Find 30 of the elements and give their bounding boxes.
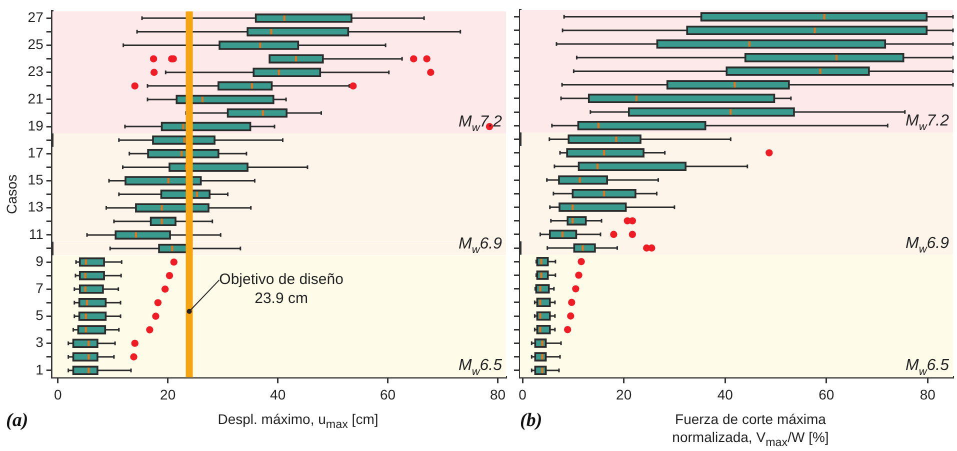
x-tick-label: 80 (490, 386, 506, 402)
y-tick-label: 23 (28, 63, 44, 80)
y-tick-label: 25 (28, 36, 44, 52)
x-tick-label: 40 (717, 386, 734, 402)
y-tick-label: 27 (28, 9, 44, 26)
x-axis-title: Fuerza de corte máxima normalizada, V$_{max}$/W [%] (671, 410, 830, 451)
x-tick-label: 60 (380, 386, 396, 402)
y-tick-label: 19 (28, 117, 44, 134)
x-tick-label: 60 (818, 386, 834, 402)
y-tick-label: 17 (28, 144, 44, 161)
x-axis-title: Despl. máximo, u$_{max}$ [cm] (216, 410, 380, 433)
x-tick-label: 40 (270, 386, 286, 402)
x-tick-label: 20 (616, 386, 632, 402)
x-tick-label: 0 (518, 386, 527, 402)
y-tick-label: 13 (28, 198, 44, 215)
x-tick-label: 0 (54, 386, 62, 402)
y-tick-label: 7 (36, 280, 44, 296)
x-tick-label: 20 (160, 386, 176, 402)
ref-line-label: Objetivo de diseño 23.9 cm (219, 270, 344, 307)
y-tick-label: 1 (36, 361, 44, 378)
text: (b) (520, 410, 542, 432)
y-tick-label: 5 (36, 307, 44, 324)
y-tick-label: 9 (36, 252, 44, 269)
y-tick-label: 15 (28, 172, 44, 188)
y-axis-title: Casos (3, 174, 20, 214)
text: (a) (6, 410, 28, 432)
y-tick-label: 3 (36, 334, 44, 350)
y-tick-label: 21 (28, 90, 44, 106)
y-tick-label: 11 (28, 226, 44, 242)
x-tick-label: 80 (920, 386, 936, 402)
